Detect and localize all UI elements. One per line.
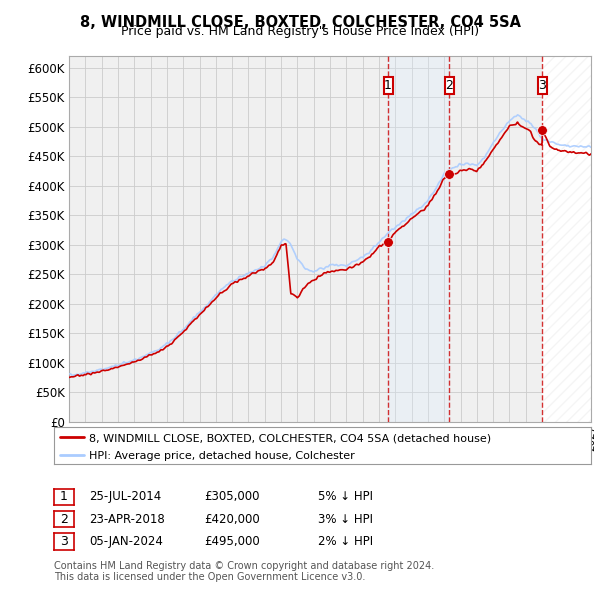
Text: 1: 1 [384,79,392,92]
Bar [542,56,591,422]
Text: 2: 2 [60,513,68,526]
Text: 2: 2 [445,79,453,92]
Text: 23-APR-2018: 23-APR-2018 [89,513,164,526]
Text: £305,000: £305,000 [204,490,260,503]
Bar [388,56,449,422]
Text: 1: 1 [60,490,68,503]
Text: 3% ↓ HPI: 3% ↓ HPI [318,513,373,526]
Text: 25-JUL-2014: 25-JUL-2014 [89,490,161,503]
Text: 2% ↓ HPI: 2% ↓ HPI [318,535,373,548]
Text: Contains HM Land Registry data © Crown copyright and database right 2024.: Contains HM Land Registry data © Crown c… [54,562,434,571]
Text: 3: 3 [60,535,68,548]
FancyBboxPatch shape [383,77,392,94]
Text: £495,000: £495,000 [204,535,260,548]
Bar [542,56,591,422]
FancyBboxPatch shape [538,77,547,94]
Text: This data is licensed under the Open Government Licence v3.0.: This data is licensed under the Open Gov… [54,572,365,582]
Text: £420,000: £420,000 [204,513,260,526]
FancyBboxPatch shape [445,77,454,94]
Text: HPI: Average price, detached house, Colchester: HPI: Average price, detached house, Colc… [89,451,355,461]
Text: 8, WINDMILL CLOSE, BOXTED, COLCHESTER, CO4 5SA (detached house): 8, WINDMILL CLOSE, BOXTED, COLCHESTER, C… [89,433,491,443]
Text: 05-JAN-2024: 05-JAN-2024 [89,535,163,548]
Text: 8, WINDMILL CLOSE, BOXTED, COLCHESTER, CO4 5SA: 8, WINDMILL CLOSE, BOXTED, COLCHESTER, C… [79,15,521,30]
Text: 5% ↓ HPI: 5% ↓ HPI [318,490,373,503]
Text: Price paid vs. HM Land Registry's House Price Index (HPI): Price paid vs. HM Land Registry's House … [121,25,479,38]
Text: 3: 3 [538,79,547,92]
